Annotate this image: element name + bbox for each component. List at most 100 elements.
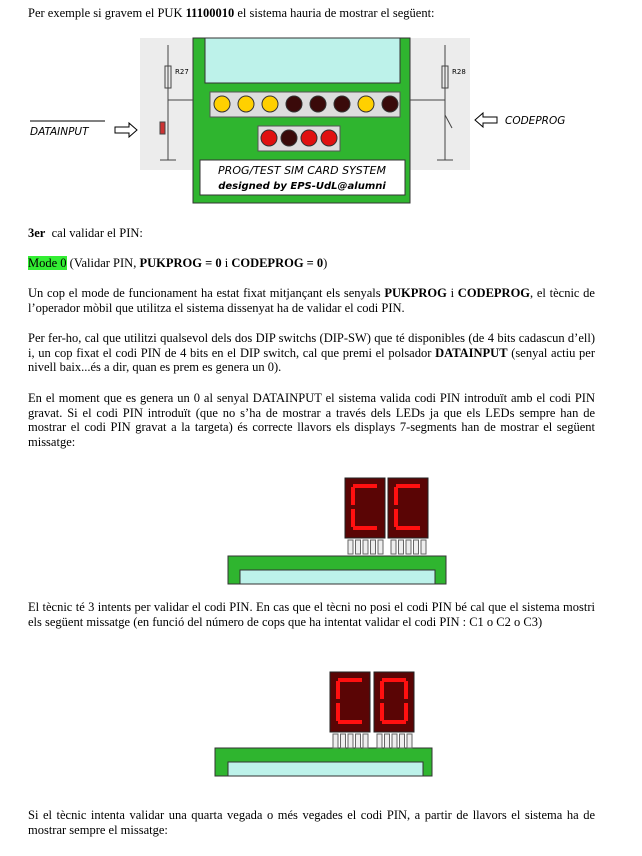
text-run: Per fer-ho, cal que utilitzi qualsevol d… [28,331,599,360]
pin [340,733,346,749]
pin [362,733,369,749]
input-label: CODEPROG [505,115,565,127]
segment [353,526,377,530]
resistor-label: R28 [452,68,466,76]
text-run: Mode 0 [28,256,67,270]
led [300,129,318,147]
text-run: cal validar el PIN: [45,226,143,240]
board-title: PROG/TEST SIM CARD SYSTEM [218,164,386,177]
segment [396,526,420,530]
pin [420,539,427,555]
segment [380,703,384,721]
display-figure [214,747,433,777]
paragraph: El tècnic té 3 intents per validar el co… [28,600,595,629]
text-run: i [446,286,458,300]
segment [338,720,362,724]
text-run: el sistema hauria de mostrar el següent: [234,6,435,20]
paragraph: Si el tècnic intenta validar una quarta … [28,808,595,837]
pin [347,539,354,555]
wiring [159,45,453,161]
segment [351,509,355,527]
segment [404,681,408,699]
paragraph: Per fer-ho, cal que utilitzi qualsevol d… [28,331,595,375]
text-run: CODEPROG = 0 [231,256,324,270]
pin [398,539,404,555]
paragraph: En el moment que es genera un 0 al senya… [28,391,595,449]
segment [353,484,377,488]
segment [394,487,398,505]
pin [355,733,361,749]
displays [329,477,429,749]
pin [413,539,419,555]
pin [406,733,413,749]
text-run: i [221,256,232,270]
pin [399,733,405,749]
paragraph: Mode 0 (Validar PIN, PUKPROG = 0 i CODEP… [28,256,595,271]
text-run: En el moment que es genera un 0 al senya… [28,391,599,449]
segment [404,703,408,721]
text-run: Per exemple si gravem el PUK [28,6,186,20]
segment [380,681,384,699]
led [261,95,279,113]
board-credit: designed by EPS-UdL@alumni [218,181,386,192]
pin [377,539,384,555]
segment [351,487,355,505]
segment [336,681,340,699]
pin [332,733,339,749]
board-screen [204,37,401,84]
pin [391,733,398,749]
paragraph: Per exemple si gravem el PUK 11100010 el… [28,6,595,21]
pin [362,539,369,555]
segment [396,484,420,488]
text-run: CODEPROG [457,286,531,300]
text-run: DATAINPUT [435,345,508,360]
leds [213,95,399,147]
circuit-diagram: PROG/TEST SIM CARD SYSTEM designed by EP… [30,37,565,204]
board-screen [227,761,424,777]
led [333,95,351,113]
segment [394,509,398,527]
board-label [199,159,406,196]
resistor-label: R27 [175,68,189,76]
pin [405,539,412,555]
arrow [114,121,138,139]
pin [347,733,354,749]
led [237,95,255,113]
text-run: Si el tècnic intenta validar una quarta … [28,808,599,837]
led [280,129,298,147]
pin [376,733,383,749]
led [357,95,375,113]
paragraph: 3er cal validar el PIN: [28,226,595,241]
text-run: Un cop el mode de funcionament ha estat … [28,286,385,300]
text-run: (senyal actiu per nivell baix...és a dir… [28,345,599,375]
paragraph: Un cop el mode de funcionament ha estat … [28,286,595,315]
text-run: 3er [28,226,46,240]
pin [370,539,376,555]
led [381,95,399,113]
led [309,95,327,113]
text-run: (Validar PIN, [66,256,140,270]
board-screen [239,569,436,585]
input-label: DATAINPUT [30,126,90,138]
text-run: ) [323,256,328,270]
led [320,129,338,147]
text-run: PUKPROG [384,286,447,300]
led [213,95,231,113]
segment [336,703,340,721]
led [285,95,303,113]
text-run: , el tècnic de l’operador mòbil que util… [28,286,599,315]
text-run: 11100010 [185,6,235,20]
pin [355,539,361,555]
pin [390,539,397,555]
led [260,129,278,147]
text-run: PUKPROG = 0 [139,256,222,270]
arrow [474,111,498,129]
display-figure [227,555,447,585]
pin [384,733,390,749]
segment [382,678,406,682]
segment [338,678,362,682]
segment [382,720,406,724]
text-run: El tècnic té 3 intents per validar el co… [28,600,599,629]
